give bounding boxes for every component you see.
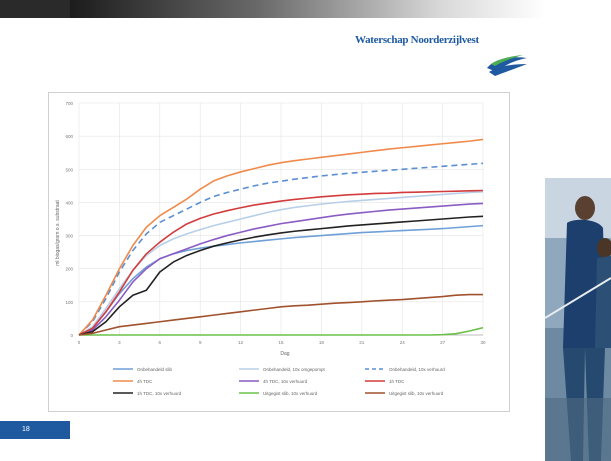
series-line-7: [78, 215, 484, 336]
x-tick-label: 0: [78, 340, 81, 345]
y-tick-label: 600: [65, 134, 73, 139]
series-line-2: [78, 191, 484, 336]
x-tick-label: 18: [319, 340, 325, 345]
series-line-9: [78, 293, 483, 336]
series-line-8: [79, 326, 484, 336]
series-line-6: [78, 189, 484, 336]
y-tick-label: 200: [65, 267, 73, 272]
x-tick-label: 30: [480, 340, 486, 345]
waterschap-logo-icon: [487, 55, 527, 76]
legend-label: Onbehandeld, 10x verhuurd: [389, 367, 445, 372]
series-line-3: [78, 162, 484, 336]
page-number: 18: [22, 426, 30, 433]
logo: Waterschap Noorderzijlvest: [355, 34, 535, 84]
x-tick-label: 6: [159, 340, 162, 345]
legend-label: 4h TDC, 10x verhuurd: [263, 379, 308, 384]
y-tick-label: 300: [65, 234, 73, 239]
y-tick-label: 500: [65, 167, 73, 172]
series-line-4: [78, 138, 484, 336]
legend-label: Uitgegist slib, 10x verhuurd: [389, 391, 444, 396]
x-tick-label: 21: [359, 340, 365, 345]
y-tick-label: 0: [70, 333, 73, 338]
legend-label: 1h TDC: [389, 379, 405, 384]
legend-label: 4h TDC: [137, 379, 153, 384]
y-tick-label: 100: [65, 300, 73, 305]
x-tick-label: 3: [118, 340, 121, 345]
x-tick-label: 9: [199, 340, 202, 345]
page-number-badge: 18: [0, 421, 70, 439]
x-tick-label: 12: [238, 340, 244, 345]
x-axis-label: Dag: [280, 351, 289, 357]
series-line-5: [78, 202, 484, 336]
legend-label: Onbehandeld, 10x omgepompt: [263, 367, 326, 372]
header-bar-left: [0, 0, 70, 18]
y-tick-label: 400: [65, 200, 73, 205]
x-tick-label: 15: [278, 340, 284, 345]
y-tick-label: 700: [65, 101, 73, 106]
side-photo: [545, 18, 611, 461]
legend-label: Onbehandeld slib: [137, 367, 173, 372]
series-line-1: [78, 224, 484, 336]
y-axis-label: ml biogas/gram o.s. substraat: [55, 200, 61, 266]
logo-text: Waterschap Noorderzijlvest: [355, 34, 479, 46]
biogas-chart: 0 100 200 300 400 500 600 700 0 3 6 9 12 15 18 21 24 27 30…: [55, 101, 486, 396]
x-tick-label: 24: [400, 340, 406, 345]
legend-label: 1h TDC, 10x verhuurd: [137, 391, 182, 396]
chart-frame: 0 100 200 300 400 500 600 700 0 3 6 9 12 15 18 21 24 27 30…: [48, 92, 510, 412]
legend-label: Uitgegist slib, 10x verhuurd: [263, 391, 318, 396]
x-tick-label: 27: [440, 340, 446, 345]
header-bar: [0, 0, 545, 18]
